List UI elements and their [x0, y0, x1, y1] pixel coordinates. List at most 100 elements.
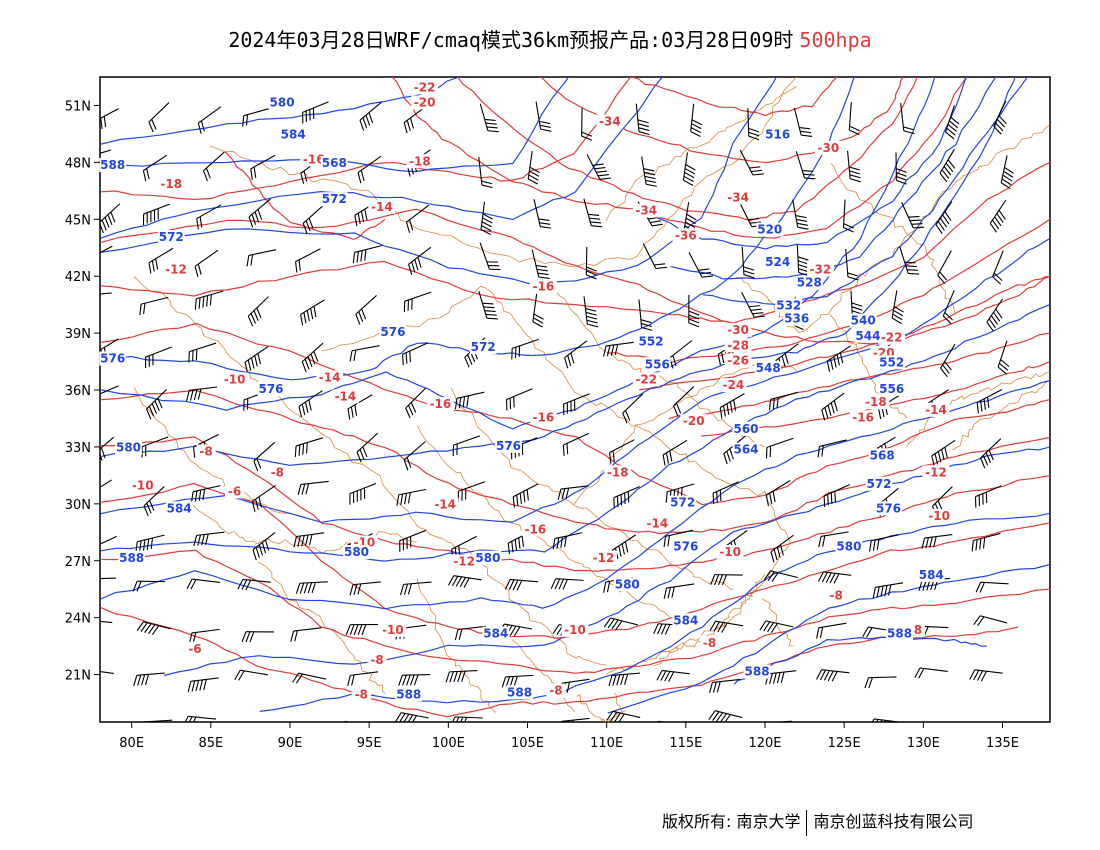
- height-contour: [100, 304, 1050, 562]
- wind-barb: [295, 248, 321, 273]
- label-bg: [637, 334, 665, 349]
- wind-barb: [872, 582, 904, 599]
- wind-barb: [673, 386, 695, 417]
- wind-barb: [931, 439, 956, 467]
- label-bg: [878, 330, 906, 345]
- wind-barb: [300, 299, 325, 326]
- temperature-contour: [456, 77, 918, 222]
- temperature-contour: [100, 161, 1050, 324]
- wind-barb: [550, 578, 584, 590]
- label-bg: [368, 199, 396, 214]
- wind-barb: [986, 298, 1004, 332]
- wind-barb: [237, 578, 271, 591]
- border-line: [511, 639, 576, 713]
- contour-label: -8: [199, 445, 212, 459]
- contour-label: -34: [727, 190, 749, 204]
- contour-label: 576: [876, 501, 901, 515]
- wind-barb: [641, 156, 657, 187]
- wind-barb: [765, 437, 794, 459]
- wind-barb: [969, 669, 1003, 682]
- label-bg: [320, 192, 348, 207]
- label-bg: [814, 140, 842, 155]
- wind-barb: [85, 723, 116, 735]
- wind-barb: [973, 615, 1008, 627]
- wind-barb: [792, 199, 809, 230]
- temperature-contour: [539, 77, 905, 164]
- label-bg: [450, 554, 478, 569]
- label-bg: [719, 378, 747, 393]
- wind-barb: [709, 678, 741, 694]
- contour-label: -20: [683, 414, 705, 428]
- border-line: [762, 598, 794, 647]
- wind-barb: [817, 571, 852, 584]
- label-bg: [783, 311, 811, 326]
- temperature-contour: [100, 436, 1050, 572]
- contour-label: -8: [830, 589, 843, 603]
- wind-barb: [585, 246, 597, 280]
- contour-label: 528: [797, 276, 822, 290]
- contour-label: -30: [727, 323, 749, 337]
- contour-label: -14: [925, 403, 947, 417]
- wind-barb: [100, 203, 121, 234]
- wind-barb: [613, 486, 640, 509]
- wind-barb: [709, 620, 744, 633]
- wind-barb: [899, 246, 920, 275]
- wind-barb: [993, 100, 1007, 135]
- contour-label: 588: [887, 627, 912, 641]
- wind-barb: [356, 432, 379, 463]
- contour-label: -10: [719, 545, 741, 559]
- wind-barb: [194, 249, 219, 278]
- wind-barb: [816, 669, 850, 682]
- wind-barb: [992, 250, 1004, 285]
- border-line: [576, 693, 626, 722]
- label-bg: [724, 353, 752, 368]
- contour-label: -16: [430, 397, 452, 411]
- border-line: [416, 578, 497, 713]
- height-contour: [703, 77, 1029, 305]
- wind-barb: [770, 534, 794, 563]
- lon-label: 125E: [828, 736, 861, 751]
- wind-barb: [635, 103, 650, 136]
- wind-barb: [184, 715, 217, 722]
- contour-labels: -22-20-16 -18-18-14-12-16-14-14-10-16-16-…: [99, 80, 953, 702]
- wind-barb: [302, 101, 329, 124]
- label-bg: [865, 476, 893, 491]
- label-bg: [724, 338, 752, 353]
- wind-barb: [100, 671, 114, 674]
- wind-barb: [527, 151, 540, 185]
- wind-barb: [512, 483, 539, 508]
- label-bg: [826, 588, 846, 603]
- contour-label: -14: [335, 390, 357, 404]
- label-bg: [162, 262, 190, 277]
- wind-barb: [622, 393, 644, 424]
- contour-label: 576: [100, 352, 125, 366]
- contour-label: 584: [167, 501, 192, 515]
- label-bg: [279, 127, 307, 142]
- contour-label: 532: [776, 298, 801, 312]
- lat-label: 36N: [65, 384, 91, 399]
- wind-barb: [136, 621, 171, 635]
- label-bg: [506, 685, 533, 700]
- contour-label: 556: [879, 382, 904, 396]
- lat-label: 24N: [65, 612, 91, 627]
- wind-barb: [480, 201, 493, 236]
- contour-label: -26: [727, 353, 749, 367]
- label-bg: [849, 410, 877, 425]
- contour-label: 584: [483, 627, 508, 641]
- label-bg: [669, 495, 697, 510]
- label-bg: [764, 127, 792, 142]
- wind-barb: [403, 291, 432, 313]
- label-bg: [764, 254, 792, 269]
- label-bg: [590, 550, 617, 565]
- label-bg: [406, 154, 434, 169]
- copyright-owner: 版权所有: 南京大学: [662, 812, 801, 831]
- lon-label: 100E: [432, 736, 465, 751]
- temperature-contours: [100, 77, 1050, 718]
- wind-barb: [795, 151, 816, 180]
- contour-label: -18: [607, 465, 629, 479]
- temperature-contour: [629, 77, 838, 117]
- wind-barb: [302, 204, 325, 234]
- label-bg: [613, 577, 641, 592]
- wind-barb: [914, 667, 948, 679]
- wind-barb: [142, 203, 170, 226]
